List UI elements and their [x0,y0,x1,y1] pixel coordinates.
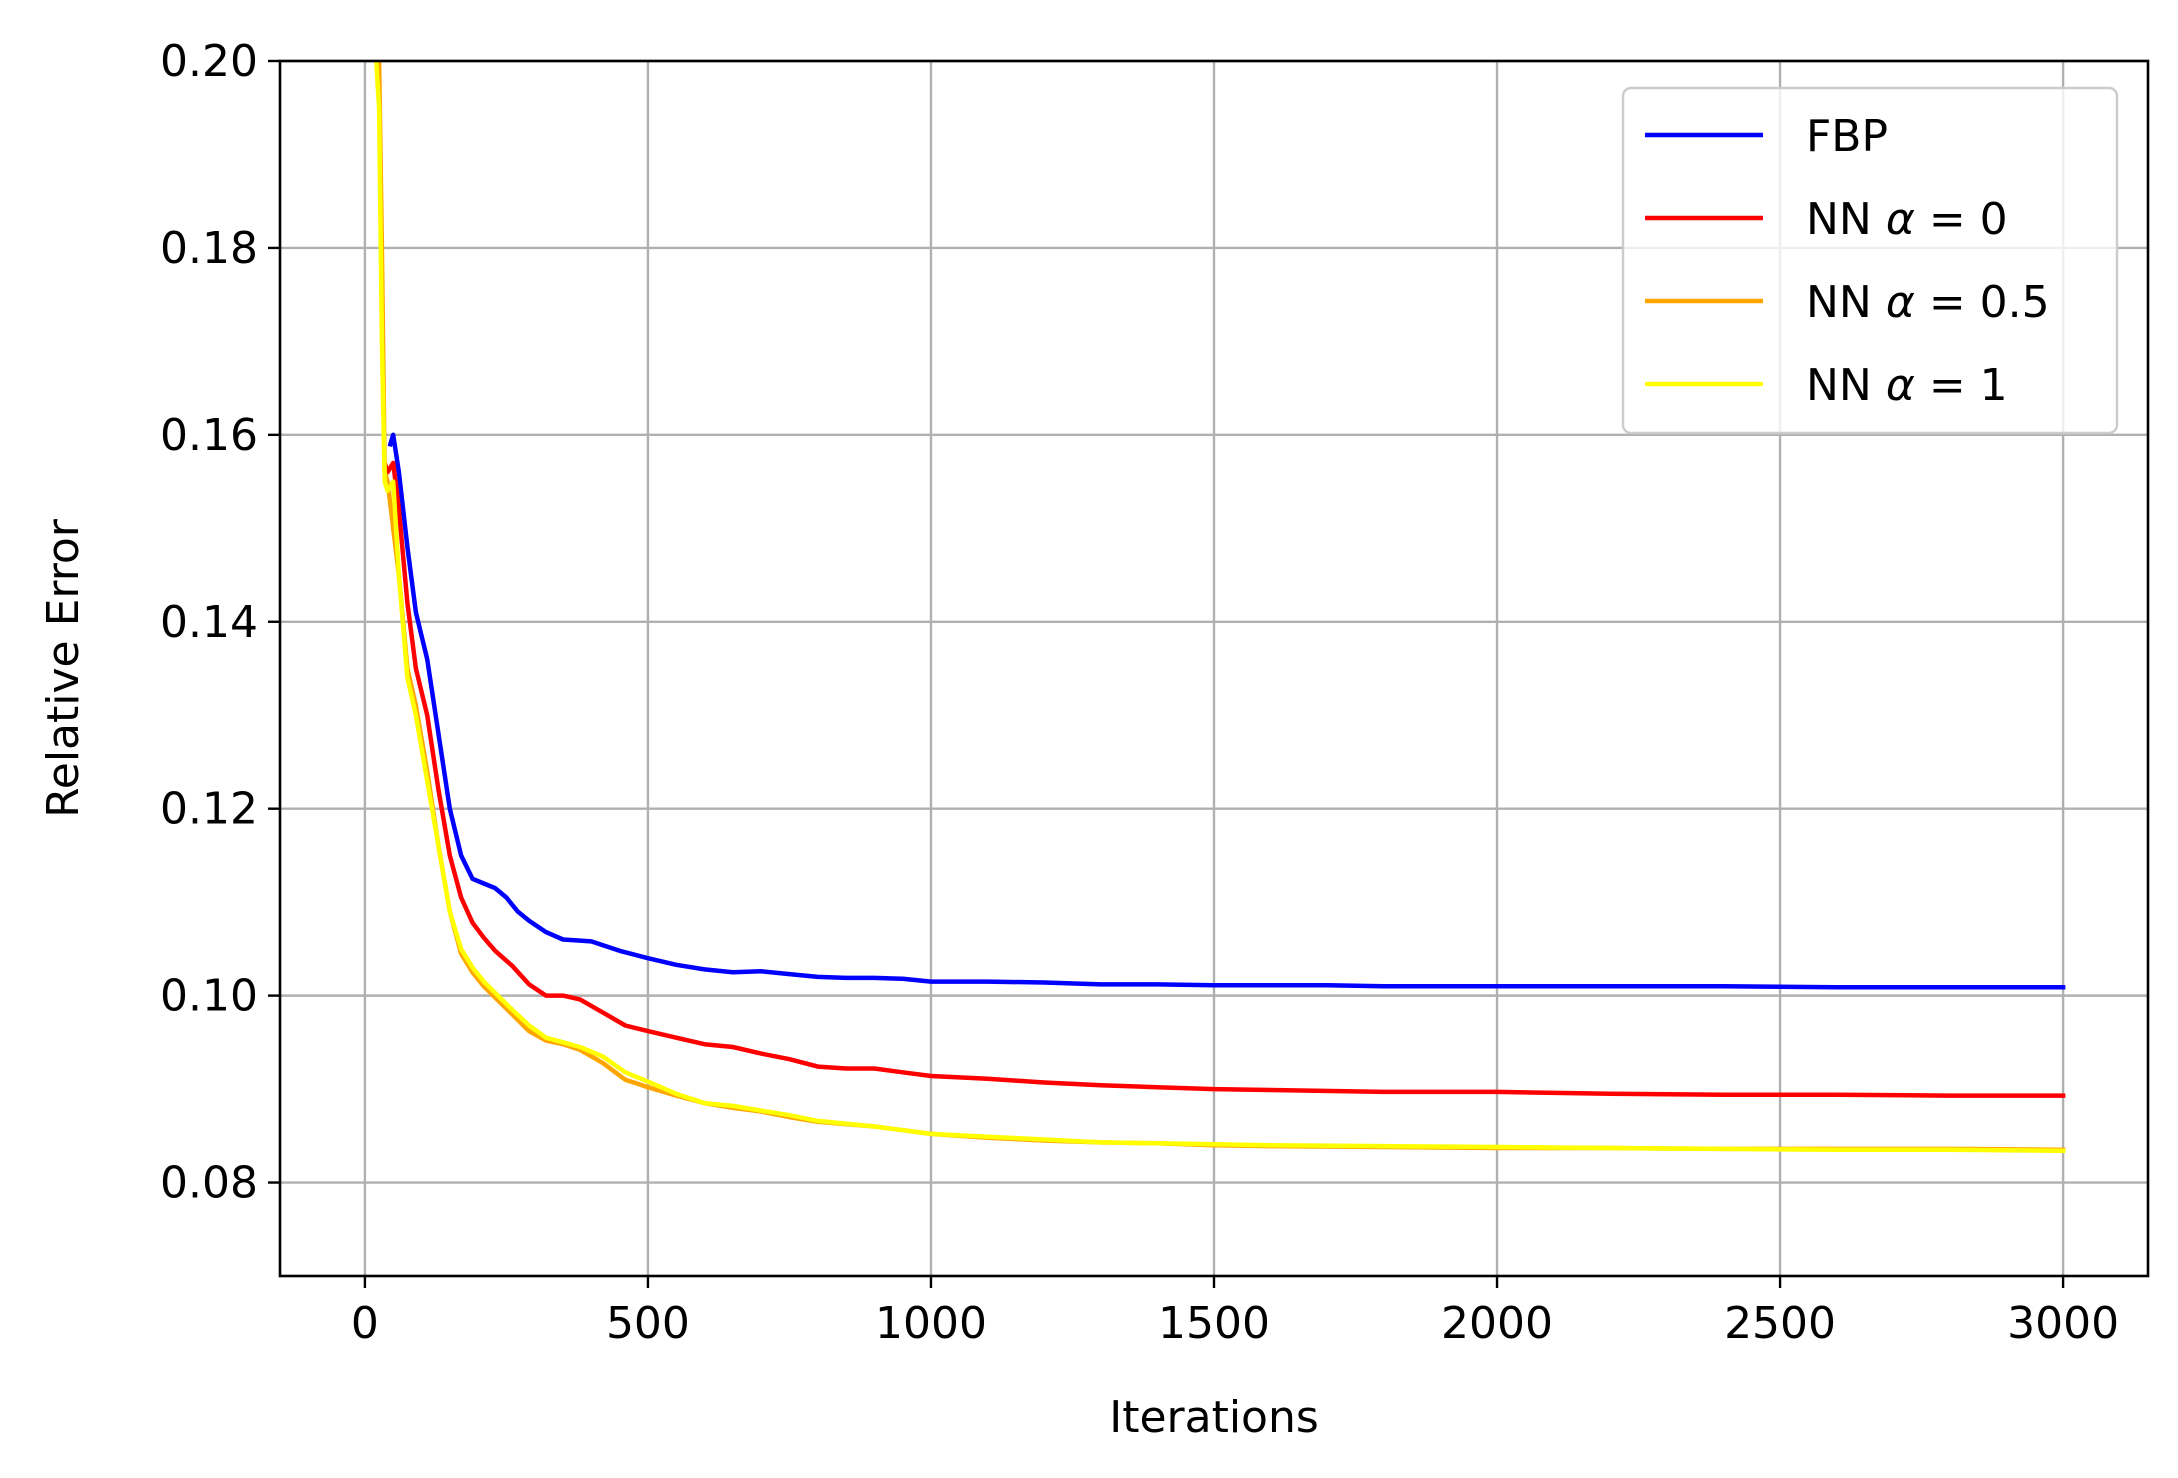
y-tick-label: 0.14 [160,597,258,648]
y-tick-label: 0.20 [160,36,258,87]
legend-label-alpha: α [1886,277,1915,328]
y-axis-label: Relative Error [38,518,89,818]
legend-label-alpha: α [1886,194,1915,245]
legend-label-2: NN α = 0 [1806,194,2008,245]
legend-label-alpha: α [1886,360,1915,411]
plot-frame [278,59,2150,1278]
x-tick-label: 0 [351,1298,379,1349]
x-tick-label: 500 [606,1298,690,1349]
series-line-2 [381,460,2066,1098]
y-tick-label: 0.18 [160,223,258,274]
y-tick-label: 0.16 [160,410,258,461]
legend-label-prefix: NN [1806,194,1886,245]
series-line-1 [387,432,2066,990]
x-tick-label: 1500 [1158,1298,1270,1349]
y-tick-label: 0.10 [160,971,258,1022]
legend-label-value: = 1 [1915,360,2008,411]
x-tick-label: 2000 [1441,1298,1553,1349]
legend-label-1: FBP [1806,111,1888,162]
axes [268,59,2150,1288]
legend-label-value: = 0.5 [1915,277,2050,328]
legend-label-prefix: NN [1806,360,1886,411]
legend-label-prefix: FBP [1806,111,1888,162]
x-axis-label: Iterations [1109,1392,1319,1443]
legend-box [1621,86,2119,435]
legend-label-3: NN α = 0.5 [1806,277,2050,328]
tick-labels: 0 500 1000 1500 2000 2500 3000 0.08 0.10 0.12 0.14… [160,36,2119,1349]
legend-label-value: = 0 [1915,194,2008,245]
y-tick-label: 0.08 [160,1158,258,1209]
y-tick-label: 0.12 [160,784,258,835]
series-line-4 [373,61,2066,1154]
series-lines [373,61,2066,1154]
legend-label-4: NN α = 1 [1806,360,2008,411]
x-tick-label: 2500 [1724,1298,1836,1349]
x-tick-label: 1000 [875,1298,987,1349]
x-tick-label: 3000 [2007,1298,2119,1349]
legend-label-prefix: NN [1806,277,1886,328]
